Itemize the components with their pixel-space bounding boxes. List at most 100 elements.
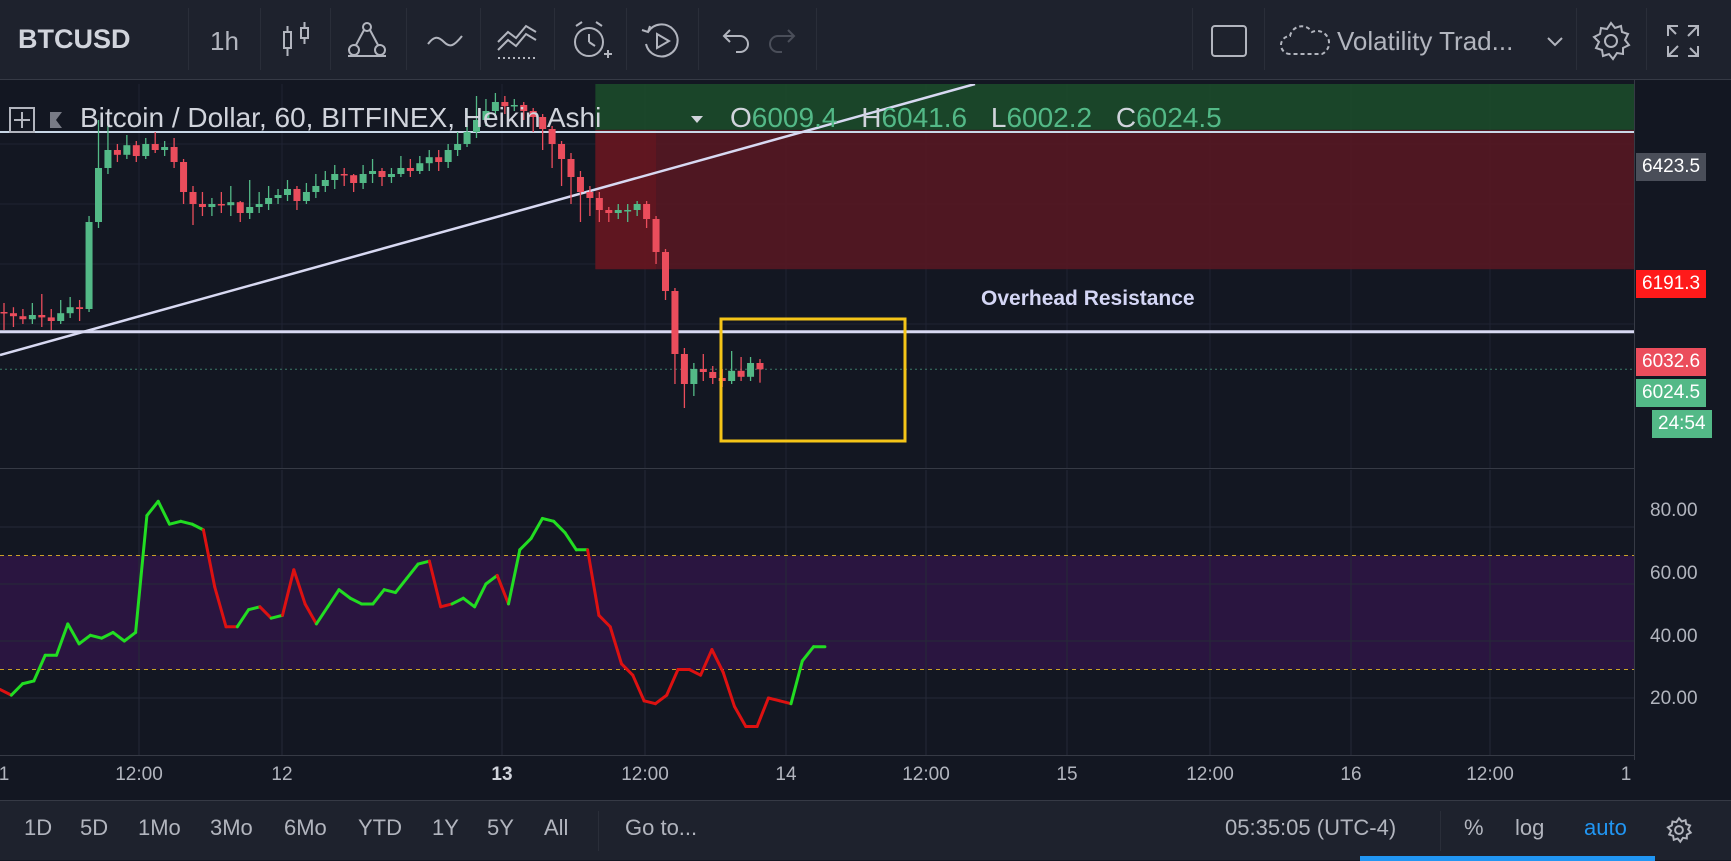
undo-icon[interactable] — [710, 18, 756, 64]
symbol-search[interactable]: BTCUSD — [18, 24, 131, 54]
layout-icon[interactable] — [1206, 18, 1252, 64]
candle-body — [104, 150, 112, 168]
candle-body — [66, 307, 74, 314]
candle-body — [501, 102, 509, 107]
indicator-template-name[interactable]: Volatility Trad... — [1337, 26, 1514, 56]
caret-down-icon[interactable] — [688, 106, 706, 134]
close-label: C — [1115, 102, 1137, 133]
rsi-segment — [156, 499, 171, 526]
low-label: L — [990, 102, 1007, 133]
candle-body — [633, 204, 641, 210]
candle-body — [416, 163, 424, 171]
indicators-icon[interactable] — [422, 18, 468, 64]
candles-icon[interactable] — [274, 18, 320, 64]
range-ytd[interactable]: YTD — [358, 815, 402, 840]
rsi-segment — [179, 519, 194, 526]
rsi-segment — [122, 630, 138, 643]
candle-body — [369, 171, 377, 174]
range-6mo[interactable]: 6Mo — [284, 815, 327, 840]
log-toggle[interactable]: log — [1515, 815, 1545, 840]
candle-body — [652, 219, 660, 252]
redo-icon[interactable] — [762, 18, 808, 64]
candle-body — [595, 198, 603, 210]
price-chart[interactable] — [0, 84, 1634, 468]
price-tag-zone-top: 6423.5 — [1636, 153, 1707, 181]
candle-body — [76, 307, 84, 309]
price-tag-prev-close: 6032.6 — [1636, 348, 1707, 376]
candle-body — [151, 144, 159, 150]
rsi-chart[interactable] — [0, 470, 1634, 755]
rsi-segment — [168, 519, 183, 526]
rsi-segment — [699, 648, 714, 677]
top-toolbar: BTCUSD 1h Volatility Trad... — [0, 0, 1731, 80]
rsi-segment — [484, 573, 499, 586]
toolbar-divider — [698, 8, 699, 70]
goto-button[interactable]: Go to... — [625, 815, 698, 840]
candle-body — [350, 175, 358, 183]
candle-body — [520, 105, 528, 111]
rsi-segment — [473, 582, 488, 609]
range-5d[interactable]: 5D — [80, 815, 109, 840]
price-tag-zone-bottom: 6191.3 — [1636, 270, 1707, 298]
rsi-segment — [642, 699, 657, 706]
percent-toggle[interactable]: % — [1464, 815, 1484, 840]
rsi-segment — [552, 519, 567, 535]
candle-body — [0, 312, 8, 314]
interval-button[interactable]: 1h — [210, 26, 239, 56]
range-5y[interactable]: 5Y — [487, 815, 514, 840]
flag-icon — [50, 112, 62, 128]
close-value: 6024.5 — [1136, 102, 1222, 133]
candle-body — [123, 145, 131, 155]
candle-body — [95, 168, 102, 222]
range-1mo[interactable]: 1Mo — [138, 815, 181, 840]
toolbar-divider — [480, 8, 481, 70]
alert-icon[interactable] — [568, 18, 614, 64]
rsi-segment — [21, 679, 36, 686]
rsi-segment — [201, 528, 217, 589]
rsi-segment — [292, 568, 307, 606]
toolbar-divider — [554, 8, 555, 70]
time-tick-label: 16 — [1340, 764, 1362, 785]
candle-body — [397, 168, 405, 174]
scroll-indicator[interactable] — [1360, 856, 1655, 861]
candle-body — [255, 204, 263, 207]
rsi-segment — [733, 705, 748, 728]
rsi-segment — [111, 630, 126, 643]
range-3mo[interactable]: 3Mo — [210, 815, 253, 840]
range-1y[interactable]: 1Y — [432, 815, 459, 840]
rsi-segment — [597, 613, 612, 629]
candle-body — [444, 150, 452, 162]
replay-icon[interactable] — [638, 18, 684, 64]
candle-body — [576, 177, 584, 192]
rsi-segment — [721, 670, 736, 709]
settings-icon[interactable] — [1588, 18, 1634, 64]
candle-body — [19, 316, 27, 320]
chevron-down-icon[interactable] — [1540, 18, 1570, 64]
rsi-tick-label: 80.00 — [1650, 500, 1698, 521]
candle-body — [728, 370, 736, 381]
rsi-segment — [427, 559, 443, 609]
open-value: 6009.4 — [751, 102, 838, 133]
clock[interactable]: 05:35:05 (UTC-4) — [1225, 815, 1397, 840]
cloud-icon[interactable] — [1278, 18, 1330, 64]
expand-legend-icon[interactable] — [8, 106, 36, 134]
rsi-segment — [269, 613, 284, 620]
candle-body — [340, 174, 348, 176]
fullscreen-icon[interactable] — [1660, 18, 1706, 64]
candle-body — [756, 363, 764, 370]
range-1d[interactable]: 1D — [24, 815, 53, 840]
auto-toggle[interactable]: auto — [1584, 815, 1627, 840]
rsi-segment — [518, 536, 533, 552]
candle-body — [217, 204, 225, 206]
compare-icon[interactable] — [344, 18, 390, 64]
range-all[interactable]: All — [544, 815, 569, 840]
candle-body — [567, 159, 575, 177]
legend-title[interactable]: Bitcoin / Dollar, 60, BITFINEX, Heikin A… — [80, 102, 602, 133]
candle-body — [312, 186, 320, 192]
templates-icon[interactable] — [494, 18, 540, 64]
chart-settings-icon[interactable] — [1664, 815, 1694, 845]
time-tick-label: 12:00 — [1186, 764, 1234, 785]
pane-separator[interactable] — [0, 468, 1634, 469]
candle-body — [491, 102, 499, 111]
low-value: 6002.2 — [1006, 102, 1093, 133]
